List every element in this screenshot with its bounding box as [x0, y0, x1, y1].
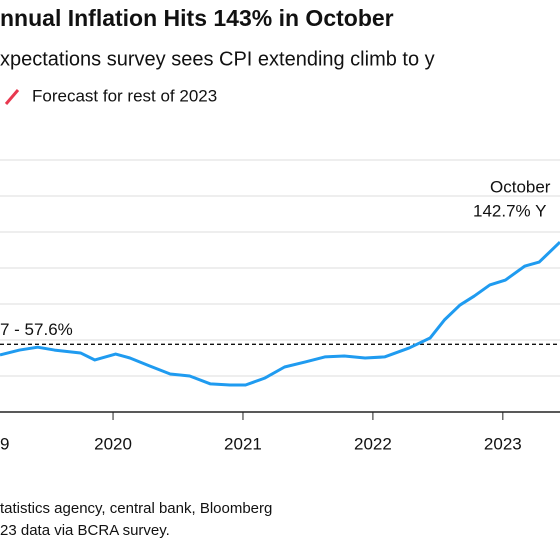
legend-swatch: [4, 89, 20, 105]
annotation: October: [490, 177, 551, 196]
source: tatistics agency, central bank, Bloomber…: [0, 500, 272, 517]
series-line: [0, 240, 560, 387]
chart-title: nnual Inflation Hits 143% in October: [0, 5, 394, 31]
x-tick-label: 2023: [484, 434, 522, 453]
reference-label: 7 - 57.6%: [0, 320, 73, 339]
subtitle: xpectations survey sees CPI extending cl…: [0, 48, 435, 70]
source: 23 data via BCRA survey.: [0, 522, 170, 539]
x-tick-label: 9: [0, 434, 9, 453]
x-tick-label: 2022: [354, 434, 392, 453]
annotation: 142.7% Y: [473, 201, 546, 220]
x-tick-label: 2020: [94, 434, 132, 453]
legend-label: Forecast for rest of 2023: [32, 86, 217, 105]
x-tick-label: 2021: [224, 434, 262, 453]
